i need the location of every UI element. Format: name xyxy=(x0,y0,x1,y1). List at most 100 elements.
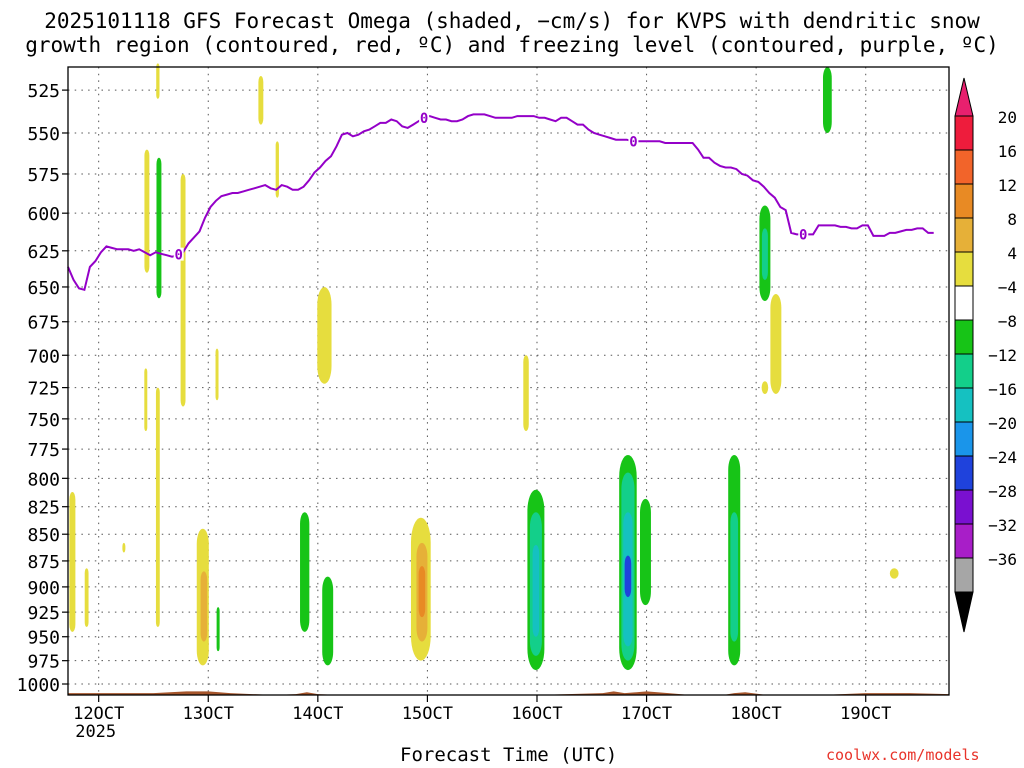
omega-cell xyxy=(418,566,426,618)
x-tick-label: 17OCT xyxy=(621,704,672,724)
omega-cell xyxy=(216,607,220,652)
omega-cell xyxy=(770,294,782,394)
omega-cell xyxy=(523,355,529,432)
omega-cell xyxy=(322,576,334,666)
colorbar-swatch xyxy=(954,489,974,525)
y-tick-label: 725 xyxy=(27,379,60,400)
omega-cell xyxy=(730,512,739,642)
omega-cell xyxy=(144,368,148,432)
omega-cell xyxy=(155,387,160,627)
omega-cell xyxy=(275,141,279,198)
y-tick-label: 700 xyxy=(27,346,60,367)
colorbar-bottom-arrow xyxy=(954,591,974,633)
colorbar-label: 12 xyxy=(998,176,1017,195)
omega-cell xyxy=(822,67,832,133)
omega-cell xyxy=(180,173,186,407)
colorbar-swatch xyxy=(954,523,974,559)
x-tick-label: 13OCT xyxy=(183,704,234,724)
colorbar-label: −8 xyxy=(998,312,1017,331)
colorbar-label: −32 xyxy=(988,516,1017,535)
colorbar-swatch xyxy=(954,557,974,593)
colorbar-label: 4 xyxy=(1007,244,1017,263)
omega-cell xyxy=(761,381,769,394)
colorbar-top-arrow xyxy=(954,77,974,117)
colorbar: 20 16 12 8 4 −4 −8 −12 −16 −20 −24 −28 −32 −36 xyxy=(954,77,1017,633)
y-axis: 525 550 575 600 625 650 675 700 725 750 775 800 825 8… xyxy=(17,81,68,696)
freezing-level-label-bg xyxy=(628,134,639,148)
colorbar-swatch xyxy=(954,115,974,151)
x-tick-label: 12OCT xyxy=(73,704,124,724)
colorbar-label: −16 xyxy=(988,380,1017,399)
chart-title-line1: 2025101118 GFS Forecast Omega (shaded, −… xyxy=(44,9,980,33)
omega-cell xyxy=(639,498,651,606)
omega-cell xyxy=(300,512,310,632)
y-tick-label: 925 xyxy=(27,603,60,624)
y-tick-label: 825 xyxy=(27,498,60,519)
y-tick-label: 950 xyxy=(27,628,60,649)
colorbar-swatch xyxy=(954,319,974,355)
omega-cell xyxy=(156,157,162,299)
colorbar-label: −20 xyxy=(988,414,1017,433)
colorbar-swatch xyxy=(954,387,974,423)
freezing-level-line xyxy=(67,113,934,292)
colorbar-swatch xyxy=(954,149,974,185)
y-tick-label: 975 xyxy=(27,652,60,673)
colorbar-swatch xyxy=(954,217,974,253)
omega-cell xyxy=(889,568,899,579)
colorbar-swatch xyxy=(954,251,974,287)
colorbar-swatch xyxy=(954,421,974,457)
freezing-level-label-bg xyxy=(419,110,430,124)
x-tick-label: 15OCT xyxy=(402,704,453,724)
y-tick-label: 1000 xyxy=(17,675,60,696)
y-tick-label: 750 xyxy=(27,410,60,431)
colorbar-label: 20 xyxy=(998,108,1017,127)
colorbar-swatch xyxy=(954,353,974,389)
freezing-level-label-bg xyxy=(798,227,809,241)
omega-cell xyxy=(200,571,208,642)
chart-title-line2: growth region (contoured, red, ºC) and f… xyxy=(25,33,999,57)
source-credit: coolwx.com/models xyxy=(826,746,980,764)
colorbar-swatch xyxy=(954,183,974,219)
colorbar-label: 16 xyxy=(998,142,1017,161)
y-tick-label: 800 xyxy=(27,469,60,490)
x-tick-label: 14OCT xyxy=(292,704,343,724)
colorbar-label: 8 xyxy=(1007,210,1017,229)
colorbar-swatch xyxy=(954,285,974,321)
colorbar-label: −36 xyxy=(988,550,1017,569)
omega-cell xyxy=(532,544,540,637)
y-tick-label: 675 xyxy=(27,313,60,334)
y-tick-label: 550 xyxy=(27,124,60,145)
freezing-level-label: 0 xyxy=(174,248,182,264)
omega-cell xyxy=(69,492,76,632)
omega-cell xyxy=(156,63,160,99)
y-tick-label: 875 xyxy=(27,552,60,573)
omega-cell xyxy=(624,555,632,598)
omega-cell xyxy=(215,348,219,401)
freezing-level-label-bg xyxy=(173,247,184,261)
freezing-level-contour: 0 0 0 0 xyxy=(67,110,934,292)
y-tick-label: 600 xyxy=(27,204,60,225)
freezing-level-label: 0 xyxy=(629,134,637,150)
omega-cell xyxy=(258,75,264,125)
x-axis-label: Forecast Time (UTC) xyxy=(400,744,618,766)
colorbar-swatch xyxy=(954,455,974,491)
colorbar-label: −28 xyxy=(988,482,1017,501)
freezing-level-label: 0 xyxy=(420,111,428,127)
y-tick-label: 850 xyxy=(27,525,60,546)
omega-cell xyxy=(317,286,332,384)
omega-shading xyxy=(69,63,899,671)
freezing-level-label: 0 xyxy=(799,227,807,243)
y-tick-label: 900 xyxy=(27,578,60,599)
x-tick-label: 18OCT xyxy=(731,704,782,724)
y-tick-label: 525 xyxy=(27,81,60,102)
y-tick-label: 625 xyxy=(27,242,60,263)
y-tick-label: 775 xyxy=(27,440,60,461)
omega-cell xyxy=(144,149,150,273)
plot-frame xyxy=(67,66,950,696)
x-tick-year-label: 2025 xyxy=(75,722,116,742)
y-tick-label: 650 xyxy=(27,278,60,299)
omega-cell xyxy=(84,568,89,627)
colorbar-label: −4 xyxy=(998,278,1017,297)
